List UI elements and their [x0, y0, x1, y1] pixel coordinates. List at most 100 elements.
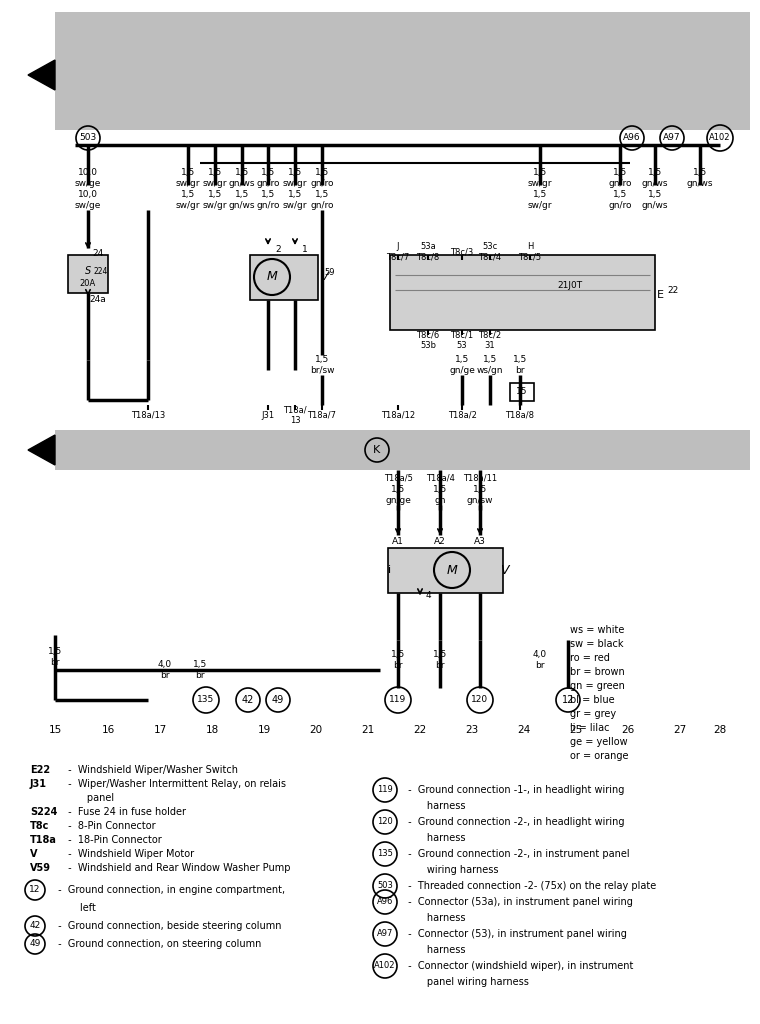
Text: 224: 224 — [93, 266, 107, 275]
Text: 1,5
br: 1,5 br — [48, 647, 62, 667]
Text: T18a/13: T18a/13 — [131, 411, 165, 420]
Text: -  Wiper/Washer Intermittent Relay, on relais: - Wiper/Washer Intermittent Relay, on re… — [65, 779, 286, 790]
Text: 25: 25 — [569, 725, 583, 735]
Text: V: V — [30, 849, 37, 859]
Text: -  Ground connection -2-, in instrument panel: - Ground connection -2-, in instrument p… — [405, 849, 629, 859]
Text: 27: 27 — [673, 725, 686, 735]
Text: -  Connector (53a), in instrument panel wiring: - Connector (53a), in instrument panel w… — [405, 897, 633, 907]
Text: S: S — [85, 266, 91, 276]
Text: 1: 1 — [302, 246, 308, 255]
Text: 1,5
gn: 1,5 gn — [433, 485, 447, 505]
Text: 1,5
gn/ws: 1,5 gn/ws — [641, 190, 668, 210]
Text: E22: E22 — [30, 765, 50, 775]
Text: -  Ground connection, on steering column: - Ground connection, on steering column — [55, 939, 261, 949]
Text: -  8-Pin Connector: - 8-Pin Connector — [65, 821, 156, 831]
Text: 4,0
br: 4,0 br — [158, 660, 172, 680]
Text: 1,5
gn/ws: 1,5 gn/ws — [641, 168, 668, 187]
Text: T18a/8: T18a/8 — [505, 411, 534, 420]
Text: H
T8c/5: H T8c/5 — [518, 243, 542, 262]
Text: panel wiring harness: panel wiring harness — [405, 977, 529, 987]
Text: T18a/11: T18a/11 — [463, 473, 497, 482]
Bar — [510, 383, 534, 401]
Text: harness: harness — [405, 833, 465, 843]
Text: -  Windshield Wiper/Washer Switch: - Windshield Wiper/Washer Switch — [65, 765, 238, 775]
Circle shape — [254, 259, 290, 295]
Text: br = brown: br = brown — [570, 667, 625, 677]
Text: 1,5
br: 1,5 br — [433, 650, 447, 670]
Text: 1,5
sw/gr: 1,5 sw/gr — [527, 190, 553, 210]
Text: i: i — [388, 565, 391, 575]
Text: A1: A1 — [392, 538, 404, 547]
Text: 24: 24 — [518, 725, 530, 735]
Text: 16: 16 — [101, 725, 115, 735]
Text: J31: J31 — [30, 779, 47, 790]
Text: 1,5
ws/gn: 1,5 ws/gn — [477, 355, 503, 375]
Bar — [55, 12, 750, 130]
Text: 20: 20 — [309, 725, 322, 735]
Text: 4: 4 — [425, 591, 431, 599]
Text: 135: 135 — [198, 695, 214, 705]
Text: S224: S224 — [30, 807, 57, 817]
Text: 21J0T: 21J0T — [557, 281, 583, 290]
Bar — [250, 255, 318, 300]
Text: M: M — [267, 270, 277, 284]
Text: wiring harness: wiring harness — [405, 865, 499, 874]
Text: 120: 120 — [471, 695, 489, 705]
Text: A97: A97 — [663, 133, 681, 142]
Text: T18a/2: T18a/2 — [448, 411, 477, 420]
Text: 49: 49 — [272, 695, 284, 705]
Text: 24: 24 — [93, 249, 103, 257]
Text: 1,5
gn/ro: 1,5 gn/ro — [310, 168, 334, 187]
Text: ws = white: ws = white — [570, 625, 625, 635]
Text: T8c/1
53: T8c/1 53 — [451, 331, 473, 350]
Text: 1,5
gn/ro: 1,5 gn/ro — [310, 190, 334, 210]
Text: -  Connector (windshield wiper), in instrument: - Connector (windshield wiper), in instr… — [405, 961, 633, 971]
Text: 1,5
sw/gr: 1,5 sw/gr — [527, 168, 553, 187]
Text: T8c/2
31: T8c/2 31 — [479, 331, 502, 350]
Circle shape — [434, 552, 470, 588]
Text: K: K — [373, 445, 381, 455]
Text: 59: 59 — [324, 268, 334, 278]
Text: 1,5
gn/ws: 1,5 gn/ws — [229, 168, 255, 187]
Bar — [390, 255, 655, 330]
Text: A96: A96 — [377, 897, 393, 906]
Text: 503: 503 — [79, 133, 97, 142]
Text: 1,5
gn/ws: 1,5 gn/ws — [687, 168, 713, 187]
Text: 53a
T8c/8: 53a T8c/8 — [416, 243, 439, 262]
Text: 1,5
gn/ro: 1,5 gn/ro — [608, 190, 632, 210]
Text: 119: 119 — [389, 695, 407, 705]
Text: harness: harness — [405, 913, 465, 923]
Text: M: M — [447, 563, 458, 577]
Text: A97: A97 — [377, 930, 393, 939]
Text: 42: 42 — [242, 695, 254, 705]
Text: 28: 28 — [714, 725, 727, 735]
Text: harness: harness — [405, 945, 465, 955]
Text: -  Connector (53), in instrument panel wiring: - Connector (53), in instrument panel wi… — [405, 929, 627, 939]
Text: A96: A96 — [623, 133, 641, 142]
Text: 19: 19 — [258, 725, 271, 735]
Bar — [55, 430, 750, 470]
Text: 1,5
gn/ws: 1,5 gn/ws — [229, 190, 255, 210]
Text: T8c/3: T8c/3 — [451, 248, 473, 256]
Text: 1,5
sw/gr: 1,5 sw/gr — [176, 190, 200, 210]
Text: 18: 18 — [205, 725, 219, 735]
Text: 42: 42 — [30, 922, 40, 931]
Text: J
T8c/7: J T8c/7 — [386, 243, 410, 262]
Text: 1,5
br: 1,5 br — [513, 355, 527, 375]
Text: 503: 503 — [377, 882, 393, 891]
Text: 1,5
gn/ge: 1,5 gn/ge — [385, 485, 411, 505]
Text: 10,0
sw/ge: 10,0 sw/ge — [74, 190, 101, 210]
Bar — [68, 255, 108, 293]
Text: 26: 26 — [622, 725, 635, 735]
Text: T18a/
13: T18a/ 13 — [283, 406, 307, 425]
Text: -  Windshield Wiper Motor: - Windshield Wiper Motor — [65, 849, 194, 859]
Polygon shape — [28, 60, 55, 90]
Text: -  Threaded connection -2- (75x) on the relay plate: - Threaded connection -2- (75x) on the r… — [405, 881, 656, 891]
Text: -  Windshield and Rear Window Washer Pump: - Windshield and Rear Window Washer Pump — [65, 863, 290, 873]
Text: 2: 2 — [275, 246, 280, 255]
Text: 15: 15 — [49, 725, 62, 735]
Text: -  18-Pin Connector: - 18-Pin Connector — [65, 835, 162, 845]
Text: -  Fuse 24 in fuse holder: - Fuse 24 in fuse holder — [65, 807, 186, 817]
Text: A102: A102 — [709, 133, 731, 142]
Text: ro = red: ro = red — [570, 653, 610, 663]
